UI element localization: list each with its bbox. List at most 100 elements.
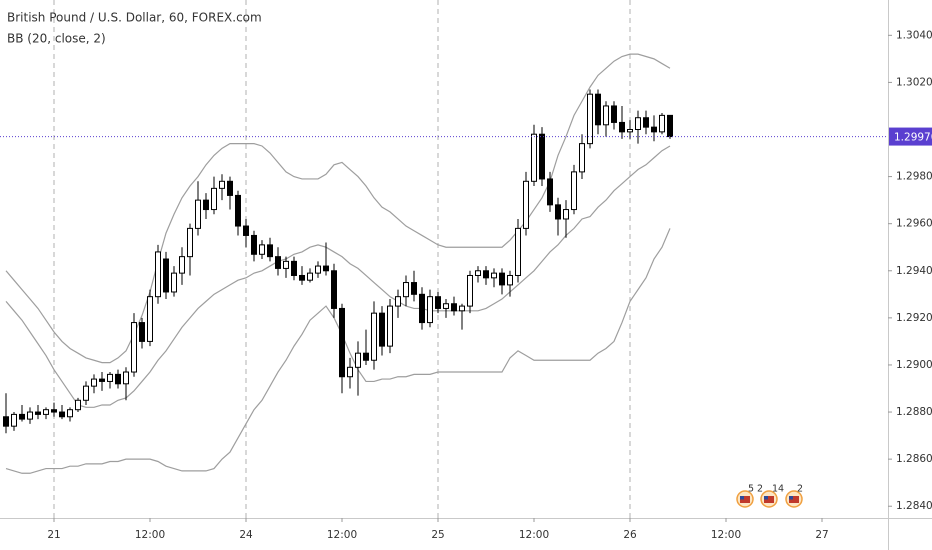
x-tick-label: 24 xyxy=(239,529,253,541)
candle-body xyxy=(315,265,321,274)
x-tick-label: 27 xyxy=(815,529,828,541)
candle-body xyxy=(659,114,665,133)
candle-body xyxy=(587,93,593,145)
candle-body xyxy=(67,409,73,418)
y-tick-label: 1.30200 xyxy=(896,76,932,88)
candle-body xyxy=(523,180,529,229)
y-tick-label: 1.28600 xyxy=(896,453,932,465)
candle-body xyxy=(91,378,97,387)
candle-body xyxy=(331,270,337,309)
candle-body xyxy=(387,305,393,347)
event-icon: 14 xyxy=(760,484,784,508)
event-flag-canton xyxy=(764,496,768,500)
x-tick-label: 12:00 xyxy=(135,529,165,541)
candle-body xyxy=(299,274,305,281)
y-tick-label: 1.29400 xyxy=(896,265,932,277)
candle-body xyxy=(451,303,457,312)
candle-body xyxy=(211,187,217,211)
candle-body xyxy=(259,244,265,255)
candle-body xyxy=(83,385,89,401)
candle-body xyxy=(347,366,353,378)
x-tick-label: 26 xyxy=(623,529,637,541)
event-flag xyxy=(789,496,799,503)
candle-body xyxy=(459,305,465,312)
candle-body xyxy=(195,199,201,229)
x-tick-label: 25 xyxy=(431,529,444,541)
candle-body xyxy=(235,194,241,227)
candle-body xyxy=(395,296,401,307)
plot-area xyxy=(0,0,888,518)
x-tick-label: 12:00 xyxy=(519,529,549,541)
candle-body xyxy=(643,117,649,128)
candle-body xyxy=(107,373,113,382)
candle-body xyxy=(251,234,257,255)
event-flag xyxy=(764,496,774,503)
candle-body xyxy=(427,296,433,324)
candle-body xyxy=(515,227,521,276)
event-count: 2 xyxy=(797,484,803,495)
candle-body xyxy=(603,105,609,126)
candle-body xyxy=(635,117,641,130)
candle-body xyxy=(187,227,193,258)
candle-body xyxy=(307,272,313,281)
y-tick-label: 1.29800 xyxy=(896,171,932,183)
candle-body xyxy=(51,409,57,413)
candle-body xyxy=(267,244,273,258)
candle-body xyxy=(363,352,369,361)
candle-body xyxy=(499,272,505,286)
y-tick-label: 1.29000 xyxy=(896,359,932,371)
indicator-label: BB (20, close, 2) xyxy=(7,32,106,46)
candle-body xyxy=(443,303,449,309)
candle-body xyxy=(483,270,489,279)
candle-body xyxy=(579,143,585,173)
candle-body xyxy=(275,256,281,269)
chart-title: British Pound / U.S. Dollar, 60, FOREX.c… xyxy=(7,11,262,25)
candle-body xyxy=(35,411,41,415)
last-price-badge xyxy=(889,127,932,146)
candle-body xyxy=(203,199,209,211)
bollinger-band xyxy=(5,145,671,408)
candle-body xyxy=(595,93,601,126)
bollinger-band xyxy=(5,53,671,364)
candle-body xyxy=(27,411,33,420)
candle-body xyxy=(619,121,625,133)
candle-body xyxy=(283,260,289,269)
candle-body xyxy=(163,258,169,293)
x-tick-label: 12:00 xyxy=(327,529,357,541)
y-tick-label: 1.29200 xyxy=(896,312,932,324)
event-flag xyxy=(740,496,750,503)
last-price-label: 1.29970 xyxy=(894,132,932,144)
candle-body xyxy=(379,312,385,347)
candle-body xyxy=(227,180,233,196)
candle-body xyxy=(243,225,249,236)
event-count: 14 xyxy=(772,484,784,495)
candle-body xyxy=(171,272,177,293)
y-tick-label: 1.28400 xyxy=(896,500,932,512)
candle-body xyxy=(563,209,569,220)
candle-body xyxy=(291,260,297,276)
candle-body xyxy=(435,296,441,309)
candle-body xyxy=(155,251,161,298)
candle-body xyxy=(419,293,425,324)
candle-body xyxy=(115,373,121,385)
event-count: 5 xyxy=(748,484,754,495)
candle-body xyxy=(75,399,81,411)
candle-body xyxy=(19,413,25,420)
candle-body xyxy=(3,416,9,427)
candle-body xyxy=(11,413,17,427)
candle-body xyxy=(323,265,329,272)
bollinger-band xyxy=(5,228,671,474)
candle-body xyxy=(403,282,409,298)
candle-body xyxy=(531,133,537,182)
candle-body xyxy=(547,178,553,206)
event-flag-canton xyxy=(789,496,793,500)
candle-body xyxy=(147,296,153,342)
candle-body xyxy=(339,307,345,378)
candle-body xyxy=(411,282,417,295)
candle-body xyxy=(475,270,481,276)
y-tick-label: 1.29600 xyxy=(896,218,932,230)
